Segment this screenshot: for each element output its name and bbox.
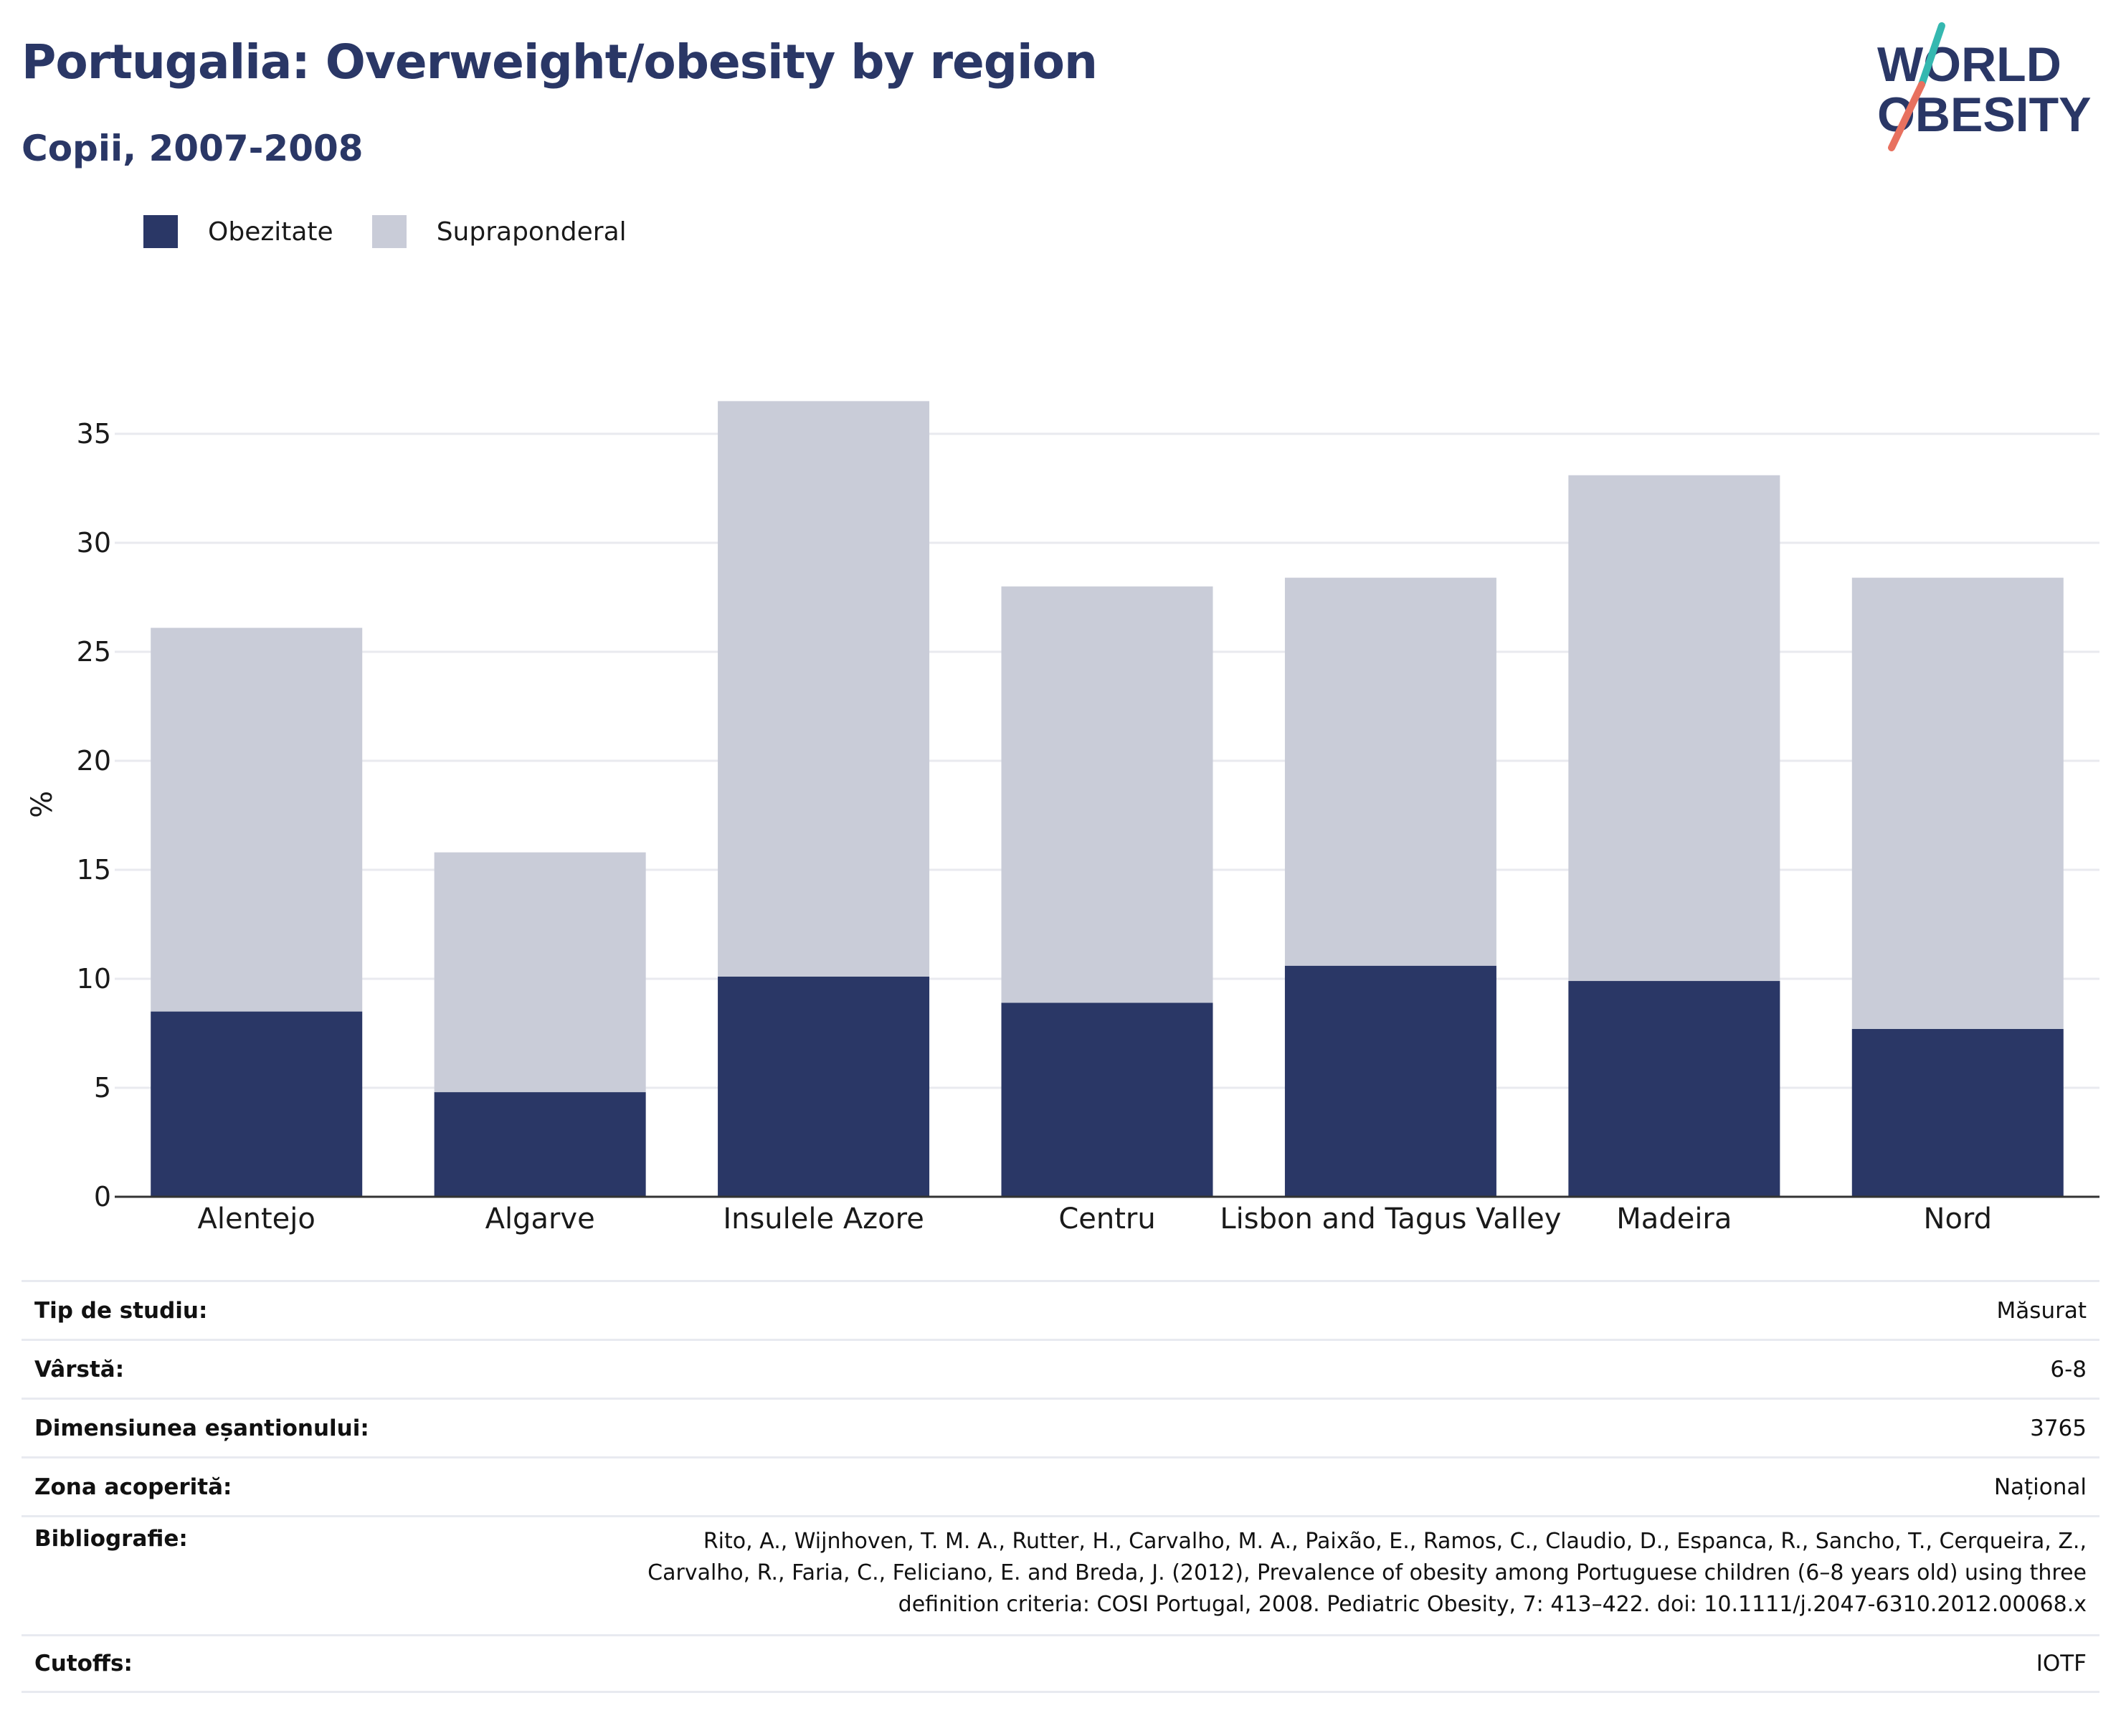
logo-line1: WORLD — [1877, 37, 2061, 92]
info-row: Tip de studiu: Măsurat — [22, 1280, 2099, 1339]
bar-obezitate[interactable] — [434, 1092, 646, 1197]
x-tick-label: Nord — [1924, 1203, 1993, 1235]
info-value: Măsurat — [1996, 1297, 2087, 1324]
bar-obezitate[interactable] — [1851, 1028, 2064, 1197]
bar-obezitate[interactable] — [1001, 1002, 1213, 1197]
info-row: Dimensiunea eșantionului: 3765 — [22, 1398, 2099, 1456]
legend-swatch-supraponderal — [371, 215, 407, 248]
info-row: Vârstă: 6-8 — [22, 1339, 2099, 1398]
bar-supraponderal[interactable] — [1851, 577, 2064, 1029]
info-value: 6-8 — [2050, 1356, 2087, 1382]
info-label: Tip de studiu: — [34, 1297, 208, 1324]
info-value: IOTF — [2036, 1651, 2087, 1676]
y-tick-label: 10 — [77, 963, 111, 995]
bar-obezitate[interactable] — [1284, 965, 1496, 1197]
logo-slash-bottom — [1888, 81, 1925, 151]
world-obesity-logo: WORLD OBESITY — [1877, 22, 2092, 151]
x-tick-label: Insulele Azore — [723, 1203, 924, 1235]
y-tick-label: 0 — [94, 1181, 111, 1213]
logo-slash-top — [1918, 22, 1945, 88]
info-label: Zona acoperită: — [34, 1474, 232, 1500]
y-tick-label: 25 — [77, 636, 111, 668]
info-row: Zona acoperită: Național — [22, 1456, 2099, 1515]
x-tick-label: Lisbon and Tagus Valley — [1220, 1203, 1561, 1235]
legend-swatch-obezitate — [143, 215, 178, 248]
info-label: Cutoffs: — [34, 1651, 133, 1676]
y-tick-label: 20 — [77, 745, 111, 777]
y-tick-label: 30 — [77, 527, 111, 559]
bar-obezitate[interactable] — [718, 976, 930, 1197]
y-tick-label: 35 — [77, 418, 111, 450]
bar-supraponderal[interactable] — [1568, 475, 1780, 982]
bar-chart: 0 5 10 15 20 25 30 35% Alentejo Algarve Insulele A… — [26, 401, 2099, 1235]
info-row: Bibliografie: Rito, A., Wijnhoven, T. M. … — [22, 1515, 2099, 1634]
bar-supraponderal[interactable] — [434, 852, 646, 1093]
x-tick-label: Alentejo — [198, 1203, 315, 1235]
info-value: Național — [1993, 1474, 2087, 1500]
info-label: Bibliografie: — [34, 1526, 188, 1552]
bar-supraponderal[interactable] — [151, 627, 363, 1012]
x-tick-label: Centru — [1058, 1203, 1155, 1235]
legend-label-supraponderal: Supraponderal — [436, 217, 627, 247]
chart-subtitle: Copii, 2007-2008 — [22, 128, 364, 169]
y-tick-label: 5 — [94, 1072, 111, 1104]
bar-supraponderal[interactable] — [1001, 586, 1213, 1003]
info-row: Cutoffs: IOTF — [22, 1634, 2099, 1693]
y-axis-label: % — [26, 791, 59, 818]
legend-item-supraponderal[interactable]: Supraponderal — [371, 215, 627, 248]
y-tick-label: 15 — [77, 854, 111, 886]
info-label: Dimensiunea eșantionului: — [34, 1415, 369, 1441]
legend-item-obezitate[interactable]: Obezitate — [143, 215, 333, 248]
chart-title: Portugalia: Overweight/obesity by region — [22, 34, 1098, 90]
legend-label-obezitate: Obezitate — [208, 217, 333, 247]
study-info-table: Tip de studiu: Măsurat Vârstă: 6-8 Dimensiun… — [22, 1280, 2099, 1693]
x-tick-label: Madeira — [1616, 1203, 1732, 1235]
chart-legend: Obezitate Supraponderal — [143, 214, 665, 250]
info-label: Vârstă: — [34, 1356, 125, 1382]
bar-supraponderal[interactable] — [1284, 577, 1496, 966]
info-value: Rito, A., Wijnhoven, T. M. A., Rutter, H… — [647, 1529, 2087, 1617]
info-value: 3765 — [2030, 1415, 2087, 1441]
x-tick-label: Algarve — [485, 1203, 595, 1235]
bar-supraponderal[interactable] — [718, 401, 930, 977]
bar-obezitate[interactable] — [151, 1011, 363, 1197]
bar-obezitate[interactable] — [1568, 981, 1780, 1197]
